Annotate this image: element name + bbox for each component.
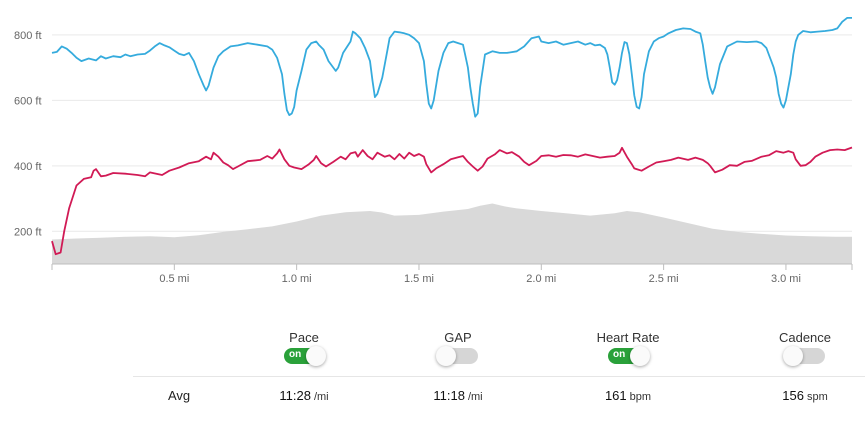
divider: [133, 376, 865, 377]
y-tick-label: 400 ft: [14, 161, 42, 173]
series-layer: [51, 16, 853, 264]
control-pace: Pace on: [244, 330, 364, 366]
gap-toggle-knob: [436, 346, 456, 366]
control-heart-rate: Heart Rate on: [568, 330, 688, 366]
cadence-label: Cadence: [778, 330, 832, 345]
avg-heart-rate: 161 bpm: [568, 388, 688, 403]
axes: 200 ft 400 ft 600 ft 800 ft 0.5 mi 1.0 mi 1.5 …: [14, 30, 853, 285]
control-cadence: Cadence: [745, 330, 865, 366]
pace-line: [51, 16, 852, 118]
pace-label: Pace: [289, 330, 319, 345]
x-tick-label: 2.0 mi: [526, 273, 556, 285]
avg-cadence: 156 spm: [745, 388, 865, 403]
gap-toggle[interactable]: [436, 346, 478, 366]
cadence-toggle-knob: [783, 346, 803, 366]
avg-heart-rate-value: 161: [604, 388, 627, 403]
pace-toggle-on-text: on: [289, 349, 302, 360]
avg-gap-value: 11:18: [433, 388, 465, 403]
x-tick-label: 3.0 mi: [771, 273, 801, 285]
heart-rate-toggle[interactable]: on: [608, 346, 650, 366]
avg-gap-unit: /mi: [467, 391, 483, 403]
cadence-toggle[interactable]: [783, 346, 825, 366]
x-tick-label: 0.5 mi: [159, 273, 189, 285]
y-tick-label: 600 ft: [14, 95, 42, 107]
avg-cadence-unit: spm: [806, 391, 828, 403]
metric-toggles: Pace on GAP Heart Rate on Cadence: [0, 330, 865, 370]
heart-rate-line: [51, 146, 853, 256]
x-tick-label: 1.0 mi: [282, 273, 312, 285]
elevation-area: [52, 203, 852, 264]
pace-toggle[interactable]: on: [284, 346, 326, 366]
heart-rate-label: Heart Rate: [596, 330, 660, 345]
pace-toggle-knob: [306, 346, 326, 366]
x-tick-label: 2.5 mi: [649, 273, 679, 285]
control-gap: GAP: [398, 330, 518, 366]
averages-row: Avg 11:28/mi 11:18/mi 161 bpm 156 spm: [0, 388, 865, 408]
grid-lines: [52, 34, 852, 232]
avg-cadence-value: 156: [782, 388, 804, 403]
avg-pace: 11:28/mi: [244, 388, 364, 403]
heart-rate-toggle-on-text: on: [613, 349, 626, 360]
chart: 200 ft 400 ft 600 ft 800 ft 0.5 mi 1.0 mi 1.5 …: [14, 16, 853, 285]
gap-label: GAP: [444, 330, 472, 345]
heart-rate-toggle-knob: [630, 346, 650, 366]
y-tick-label: 200 ft: [14, 226, 42, 238]
x-tick-label: 1.5 mi: [404, 273, 434, 285]
avg-pace-value: 11:28: [279, 388, 311, 403]
avg-gap: 11:18/mi: [398, 388, 518, 403]
y-tick-label: 800 ft: [14, 30, 42, 42]
avg-label: Avg: [168, 388, 191, 403]
avg-pace-unit: /mi: [313, 391, 329, 403]
avg-heart-rate-unit: bpm: [629, 391, 652, 403]
